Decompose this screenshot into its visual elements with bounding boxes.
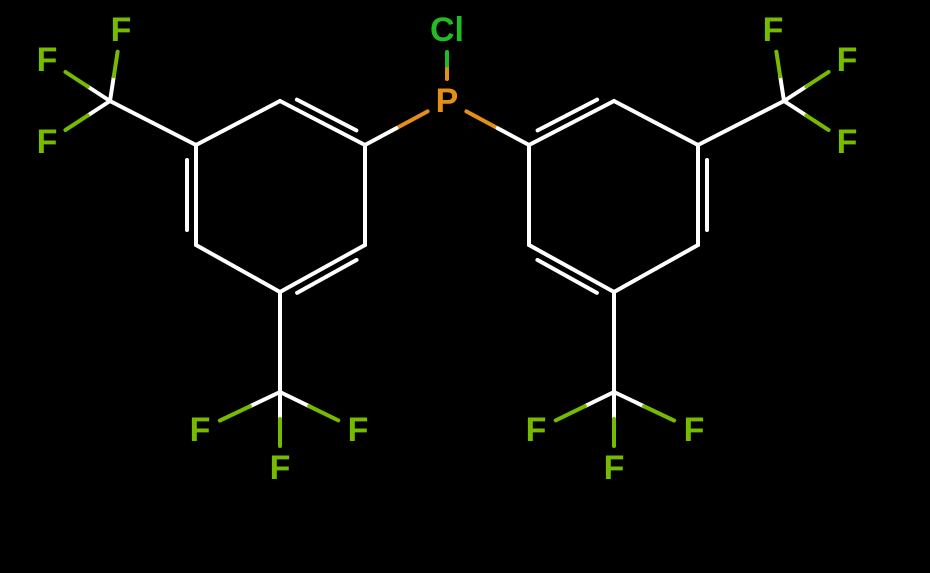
atom-f: F	[526, 411, 547, 449]
atom-f: F	[37, 41, 58, 79]
atom-f: F	[604, 449, 625, 487]
atom-f: F	[111, 11, 132, 49]
atom-cl: Cl	[430, 11, 464, 49]
atom-f: F	[684, 411, 705, 449]
atom-f: F	[763, 11, 784, 49]
atom-f: F	[837, 123, 858, 161]
atom-f: F	[837, 41, 858, 79]
atom-f: F	[190, 411, 211, 449]
atom-f: F	[348, 411, 369, 449]
atom-f: F	[270, 449, 291, 487]
atom-p: P	[436, 82, 459, 120]
atom-f: F	[37, 123, 58, 161]
molecule-diagram: Cl P F F F F F F F F F F F F	[0, 0, 930, 573]
